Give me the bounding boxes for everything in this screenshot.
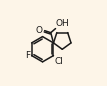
Text: OH: OH	[56, 19, 70, 28]
Text: O: O	[36, 26, 43, 35]
Text: F: F	[25, 51, 30, 60]
Text: Cl: Cl	[54, 57, 63, 66]
